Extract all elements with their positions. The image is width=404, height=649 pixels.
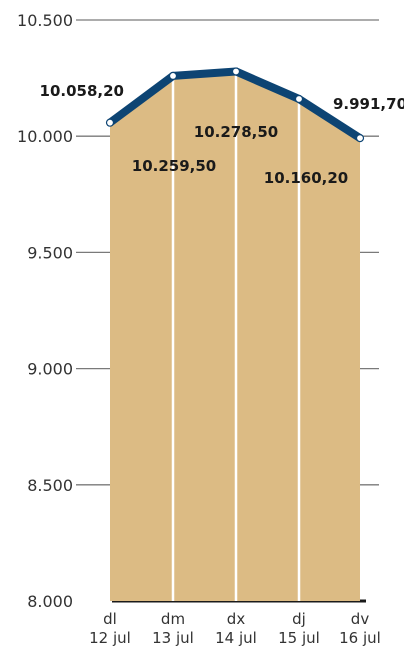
data-point (105, 118, 115, 127)
x-tick-date-label: 14 jul (215, 629, 257, 647)
data-point (168, 71, 178, 80)
day-dividers (171, 71, 301, 601)
data-label: 9.991,70 (333, 95, 404, 113)
data-point (231, 67, 241, 76)
data-points (105, 67, 365, 143)
y-axis-ticks: 8.000 8.500 9.000 9.500 10.000 10.500 (17, 11, 73, 611)
x-tick-date-label: 13 jul (152, 629, 194, 647)
x-tick-day-label: dl (103, 610, 117, 628)
y-tick-label: 10.500 (17, 11, 73, 30)
data-label: 10.160,20 (264, 169, 348, 187)
x-tick-day-label: dj (292, 610, 306, 628)
y-tick-label: 9.500 (27, 243, 73, 262)
y-tick-label: 8.000 (27, 592, 73, 611)
x-tick-day-label: dv (351, 610, 370, 628)
y-tick-label: 10.000 (17, 127, 73, 146)
x-tick-date-label: 16 jul (339, 629, 381, 647)
x-tick-date-label: 15 jul (278, 629, 320, 647)
data-point (294, 94, 304, 104)
data-label: 10.259,50 (132, 157, 216, 175)
y-tick-label: 9.000 (27, 360, 73, 379)
data-labels: 10.058,20 10.259,50 10.278,50 10.160,20 9.99… (40, 82, 404, 187)
x-tick-day-label: dx (227, 610, 246, 628)
x-tick-day-label: dm (161, 610, 185, 628)
data-point (355, 134, 365, 143)
data-label: 10.058,20 (40, 82, 124, 100)
y-tick-label: 8.500 (27, 476, 73, 495)
data-label: 10.278,50 (194, 123, 278, 141)
x-tick-date-label: 12 jul (89, 629, 131, 647)
